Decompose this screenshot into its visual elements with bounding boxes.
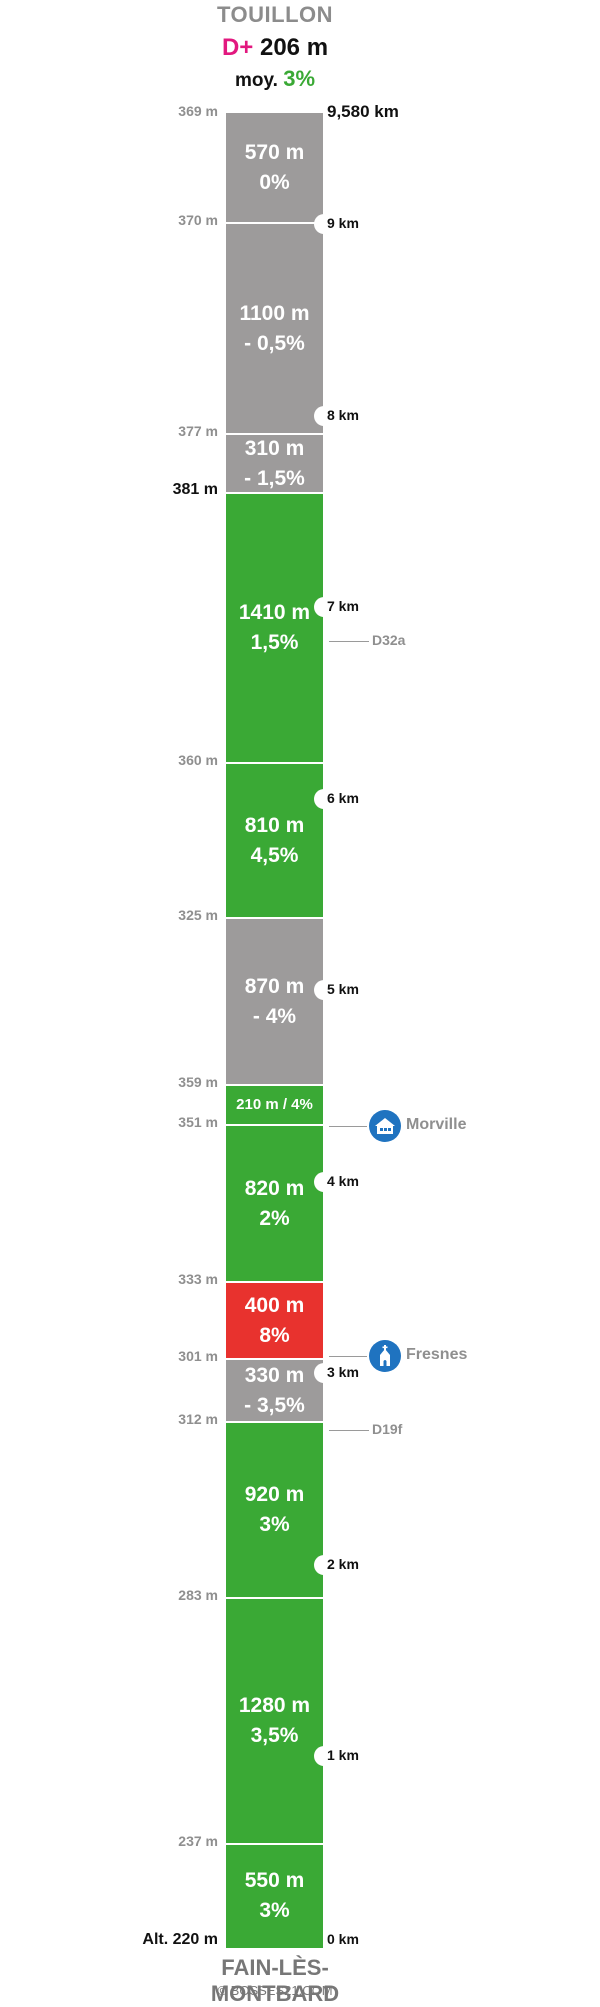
segment-gradient: 3% [259,1899,290,1923]
km-notch [314,1363,330,1384]
segment-gradient: 8% [259,1323,290,1347]
road-label: D32a [372,631,406,648]
altitude-label: 369 m [178,103,218,119]
km-marker: 7 km [327,598,359,615]
segment-gradient: 1,5% [250,631,299,655]
km-notch [314,1746,330,1767]
dplus-label: D+ [221,34,254,61]
segment-length: 330 m [244,1363,305,1387]
avg-value: 3% [283,66,315,91]
place-leader-line [329,1126,367,1128]
profile-segment: 550 m 3% [226,1842,323,1948]
km-marker: 3 km [327,1364,359,1381]
profile-segment: 820 m 2% [226,1124,323,1282]
segment-length: 210 m / 4% [236,1096,313,1114]
profile-segment: 210 m / 4% [226,1084,323,1125]
altitude-label: 360 m [178,752,218,769]
segment-gradient: - 0,5% [244,331,305,355]
segment-gradient: 0% [259,170,290,194]
profile-segment: 400 m 8% [226,1281,323,1359]
segment-length: 810 m [244,813,305,837]
segment-length: 820 m [244,1176,305,1200]
profile-segment: 920 m 3% [226,1421,323,1598]
altitude-label: 377 m [178,422,218,439]
km-notch [314,1171,330,1192]
segment-length: 1280 m [238,1694,311,1718]
km-notch [314,214,330,235]
segment-length: 920 m [244,1483,305,1507]
segment-length: 400 m [244,1293,305,1317]
altitude-label: 283 m [178,1587,218,1604]
church-icon [369,1340,401,1373]
village-icon [369,1110,401,1143]
profile-segment: 570 m 0% [226,113,323,223]
segment-length: 870 m [244,974,305,998]
km-notch [314,597,330,618]
total-distance-label: 9,580 km [327,102,399,121]
profile-segment: 870 m - 4% [226,917,323,1085]
km-notch [314,405,330,426]
km-marker: 4 km [327,1172,359,1189]
km-marker: 0 km [327,1931,359,1947]
segment-length: 570 m [244,140,305,164]
km-marker: 1 km [327,1747,359,1764]
average-gradient: moy. 3% [160,66,390,92]
profile-segment: 1100 m - 0,5% [226,222,323,433]
segment-gradient: - 1,5% [244,466,305,490]
avg-label: moy. [234,70,278,91]
segment-gradient: 2% [259,1206,290,1230]
km-marker: 2 km [327,1555,359,1572]
segment-length: 1100 m [239,301,310,325]
km-notch [314,788,330,809]
road-leader-line [329,1430,369,1432]
km-marker: 9 km [327,215,359,232]
summit-name: TOUILLON [216,2,334,27]
segment-length: 310 m [244,436,305,460]
elevation-gain: D+ 206 m [160,34,390,62]
altitude-label: 359 m [178,1074,218,1091]
profile-segment: 810 m 4,5% [226,762,323,918]
altitude-label: 237 m [178,1832,218,1849]
altitude-label: 325 m [178,907,218,924]
start-town-name: FAIN-LÈS-MONTBARD [210,1955,340,2006]
segment-gradient: 4,5% [250,843,299,867]
altitude-label: 333 m [178,1271,218,1288]
km-notch [314,1554,330,1575]
segment-length: 1410 m [238,601,311,625]
km-notch [314,980,330,1001]
profile-segment: 310 m - 1,5% [226,432,323,493]
place-label: Morville [406,1116,467,1134]
segment-gradient: - 3,5% [244,1393,305,1417]
segment-gradient: - 4% [252,1004,297,1028]
altitude-label: 301 m [178,1348,218,1365]
km-marker: 6 km [327,789,359,806]
altitude-label: 351 m [178,1114,218,1131]
segment-gradient: 3,5% [250,1724,299,1748]
profile-segment: 1280 m 3,5% [226,1597,323,1843]
profile-column: 570 m 0% 1100 m - 0,5% 310 m - 1,5% 1410 m 1,5%… [226,113,323,1948]
altitude-label: 381 m [172,481,218,499]
copyright: © BOSSES21.COM [217,1983,333,1998]
altitude-label: 370 m [178,212,218,229]
road-leader-line [329,640,369,642]
km-marker: 8 km [327,406,359,423]
place-label: Fresnes [406,1346,468,1364]
altitude-label: 312 m [178,1411,218,1428]
segment-gradient: 3% [259,1513,290,1537]
profile-segment: 1410 m 1,5% [226,492,323,763]
dplus-value: 206 m [259,34,329,61]
start-altitude: Alt. 220 m [142,1931,218,1948]
profile-segment: 330 m - 3,5% [226,1358,323,1422]
road-label: D19f [372,1421,403,1438]
place-leader-line [329,1356,367,1358]
segment-length: 550 m [244,1869,305,1893]
km-marker: 5 km [327,981,359,998]
